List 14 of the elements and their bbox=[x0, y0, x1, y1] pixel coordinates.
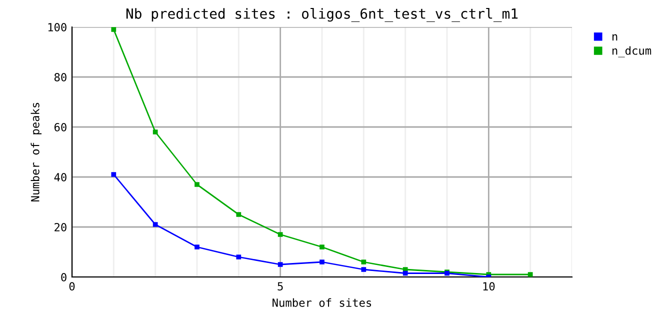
y-tick-label: 80 bbox=[54, 73, 66, 82]
legend-label: n bbox=[612, 34, 618, 40]
y-tick-label: 60 bbox=[54, 123, 66, 132]
legend-label: n_dcum bbox=[612, 46, 652, 58]
chart-title: Nb predicted sites : oligos_6nt_test_vs_ctrl_m1 bbox=[126, 8, 518, 22]
y-tick-label: 40 bbox=[54, 173, 66, 182]
y-tick-label: 20 bbox=[54, 223, 66, 232]
y-axis-title: Number of peaks bbox=[30, 102, 42, 202]
y-tick-label: 100 bbox=[48, 23, 66, 32]
x-tick-label: 0 bbox=[69, 282, 75, 291]
x-tick-label: 5 bbox=[278, 282, 283, 291]
x-tick-label: 10 bbox=[483, 282, 495, 291]
x-axis-title: Number of sites bbox=[272, 298, 372, 307]
y-tick-label: 0 bbox=[61, 273, 66, 282]
